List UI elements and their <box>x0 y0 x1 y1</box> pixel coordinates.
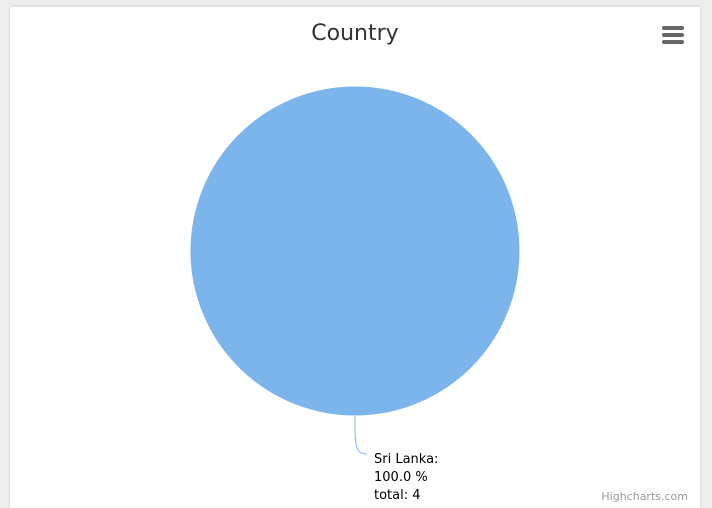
chart-title: Country <box>311 21 399 46</box>
pie-chart: Sri Lanka: 100.0 % total: 4 <box>189 85 521 503</box>
context-menu-button[interactable] <box>658 23 688 47</box>
credits-link[interactable]: Highcharts.com <box>601 490 688 503</box>
pie-data-label: Sri Lanka: 100.0 % total: 4 <box>374 452 438 503</box>
hamburger-menu-icon <box>662 26 684 44</box>
data-label-connector <box>354 415 368 455</box>
chart-container: Country Sri Lanka: 100.0 % total: 4 Highch… <box>10 7 700 508</box>
pie-slice[interactable] <box>189 85 521 417</box>
